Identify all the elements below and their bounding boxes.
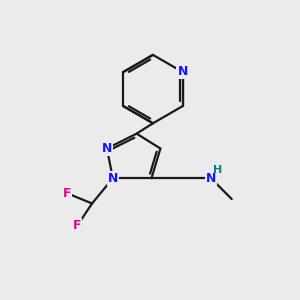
Text: N: N [102,142,112,155]
Text: N: N [177,65,188,79]
Text: F: F [73,219,81,232]
Text: H: H [213,165,222,175]
Text: F: F [62,187,71,200]
Text: N: N [108,172,118,185]
Text: N: N [206,172,216,185]
